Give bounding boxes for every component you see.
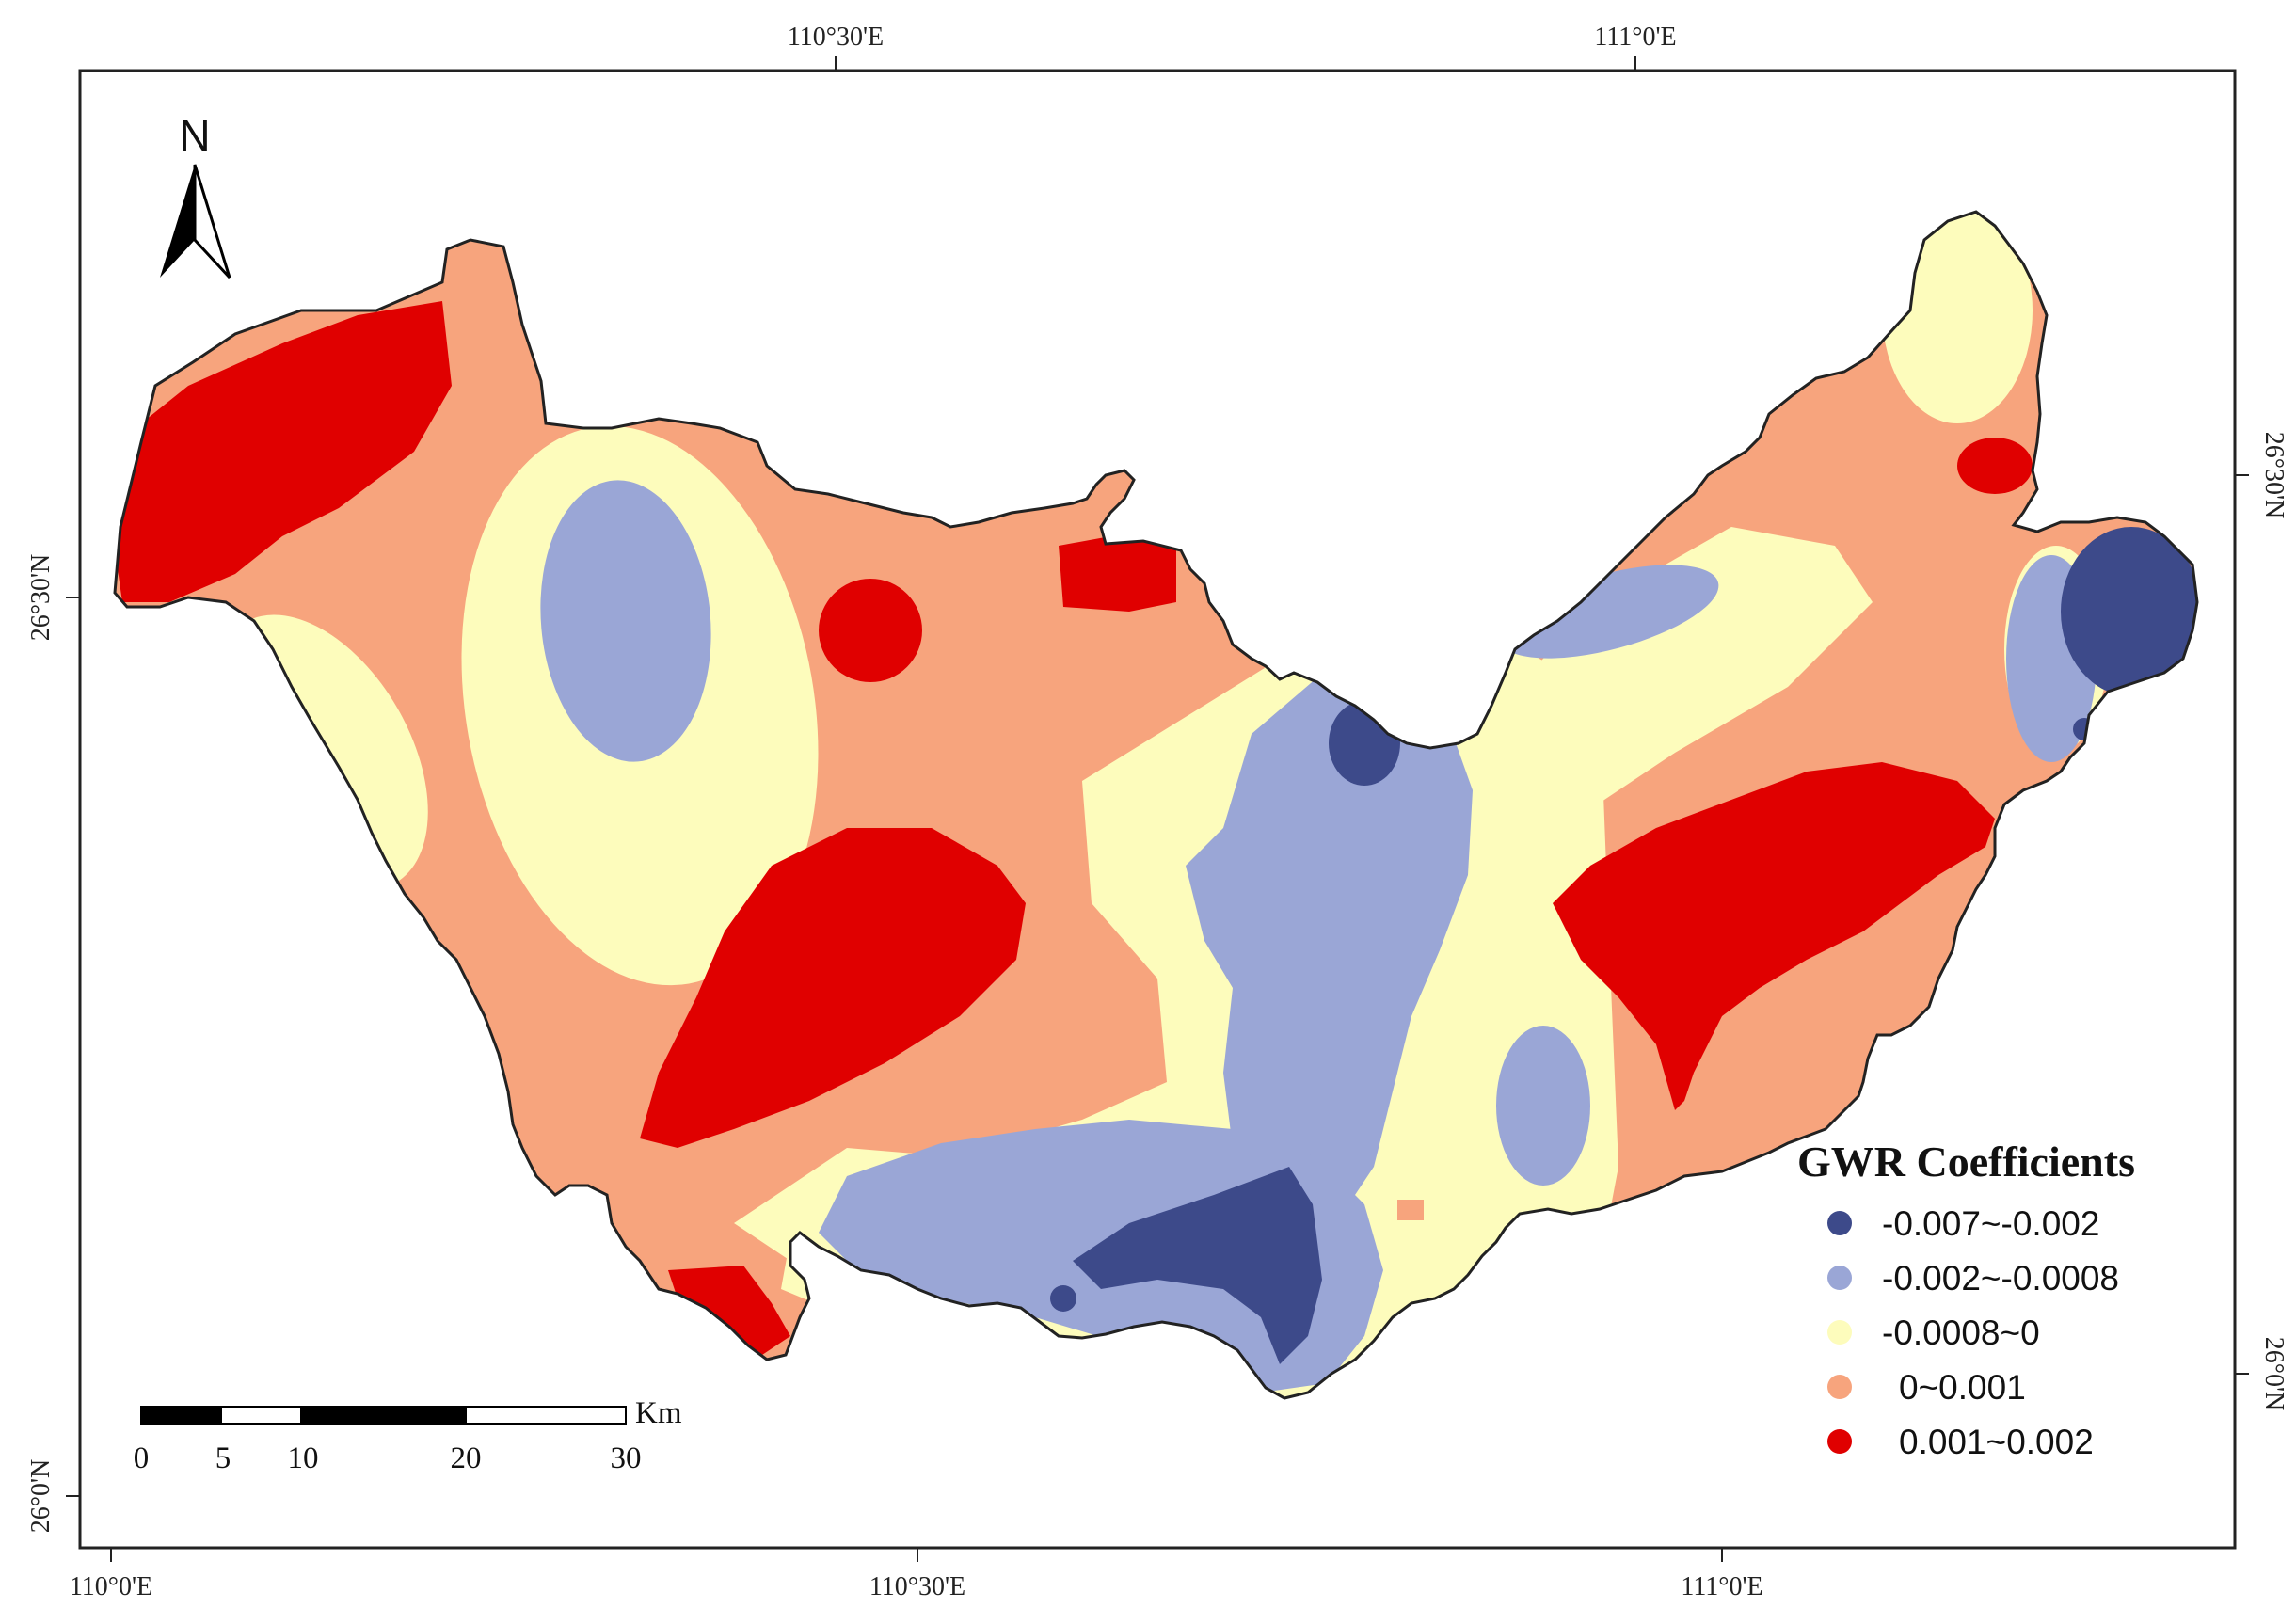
scale-bar: Km 0 5 10 20 30 (134, 1396, 682, 1475)
zones-class-1 (1050, 527, 2197, 1364)
zones-class-5 (115, 301, 2033, 1355)
zone-darkblue-south (1073, 1167, 1322, 1364)
left-axis: 26°30'N 26°0'N (26, 554, 80, 1533)
legend-swatch-red (1827, 1429, 1852, 1454)
bottom-tick-label-1: 110°0'E (70, 1572, 152, 1601)
legend-label: 0~0.001 (1899, 1368, 2026, 1407)
zone-lightblue-northeast (1499, 565, 1719, 659)
zone-red-north-small (819, 579, 922, 682)
zone-darkblue-south-dot (1050, 1285, 1076, 1312)
legend: GWR Coefficients -0.007~-0.002 -0.002~-0… (1797, 1138, 2135, 1461)
zone-red-south-tip (668, 1266, 790, 1355)
study-area-boundary (113, 210, 2199, 1400)
zone-red-south-pixel (1397, 1200, 1424, 1220)
legend-label: 0.001~0.002 (1899, 1423, 2094, 1461)
legend-item: -0.007~-0.002 (1827, 1204, 2099, 1243)
bottom-tick-label-2: 110°30'E (869, 1572, 965, 1601)
bottom-axis: 110°0'E 110°30'E 111°0'E (70, 1548, 1763, 1601)
top-tick-label-2: 111°0'E (1594, 23, 1676, 52)
legend-swatch-dark-blue (1827, 1211, 1852, 1235)
legend-item: -0.0008~0 (1827, 1314, 2040, 1352)
north-arrow-icon (160, 165, 195, 278)
zone-yellow-northeast (1882, 212, 2033, 423)
right-tick-label-1: 26°30'N (2259, 432, 2288, 518)
legend-swatch-light-blue (1827, 1266, 1852, 1290)
legend-label: -0.007~-0.002 (1882, 1204, 2099, 1243)
scale-tick-10: 10 (288, 1441, 319, 1475)
right-axis: 26°30'N 26°0'N (2235, 432, 2288, 1410)
zone-lightblue-south-pocket (1496, 1026, 1590, 1186)
legend-title: GWR Coefficients (1797, 1138, 2135, 1186)
left-tick-label-1: 26°30'N (26, 554, 56, 641)
zone-lightblue-north (540, 480, 711, 762)
zone-red-center (640, 828, 1026, 1148)
right-tick-label-2: 26°0'N (2259, 1337, 2288, 1410)
legend-swatch-salmon (1827, 1375, 1852, 1399)
zone-red-east (1553, 762, 1995, 1110)
scale-tick-30: 30 (611, 1441, 642, 1475)
zone-red-northwest (115, 301, 452, 602)
legend-item: 0~0.001 (1827, 1368, 2026, 1407)
top-tick-label-1: 110°30'E (788, 23, 884, 52)
legend-label: -0.002~-0.0008 (1882, 1259, 2119, 1298)
north-arrow-label: N (179, 111, 210, 160)
scale-tick-5: 5 (215, 1441, 231, 1475)
zone-red-northeast-small (1957, 438, 2033, 494)
scale-unit: Km (635, 1396, 682, 1430)
legend-item: -0.002~-0.0008 (1827, 1259, 2119, 1298)
legend-item: 0.001~0.002 (1827, 1423, 2094, 1461)
scale-tick-20: 20 (451, 1441, 482, 1475)
bottom-tick-label-3: 111°0'E (1681, 1572, 1762, 1601)
scale-tick-0: 0 (134, 1441, 150, 1475)
left-tick-label-2: 26°0'N (26, 1459, 56, 1533)
map-frame (78, 69, 2237, 1550)
zone-red-north-edge (1059, 536, 1176, 612)
zone-darkblue-east (2061, 527, 2197, 696)
top-axis: 110°30'E 111°0'E (788, 23, 1677, 71)
legend-label: -0.0008~0 (1882, 1314, 2040, 1352)
zone-lightblue-center (1186, 677, 1473, 1223)
north-arrow: N (160, 111, 231, 279)
zone-yellow-east-band (1487, 527, 1873, 847)
legend-swatch-yellow (1827, 1320, 1852, 1345)
